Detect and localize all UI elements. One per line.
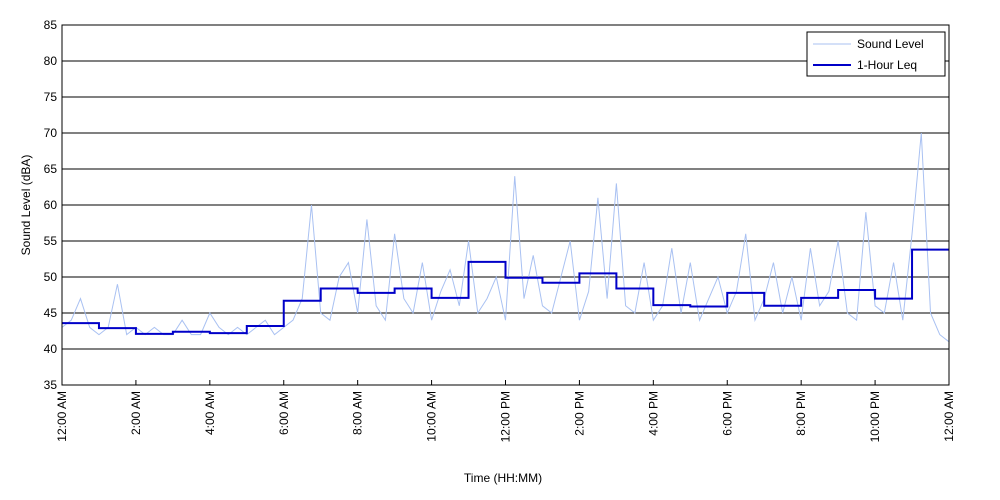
x-tick-label: 10:00 AM <box>425 391 439 442</box>
x-tick-label: 4:00 AM <box>203 391 217 435</box>
legend-box <box>806 31 946 77</box>
y-tick-label: 60 <box>44 198 58 212</box>
x-tick-label: 2:00 PM <box>572 391 586 436</box>
x-tick-label: 10:00 PM <box>868 391 882 442</box>
x-tick-label: 12:00 AM <box>942 391 956 442</box>
y-tick-label: 85 <box>44 18 58 32</box>
y-axis-label: Sound Level (dBA) <box>19 155 33 256</box>
y-tick-label: 80 <box>44 54 58 68</box>
y-tick-label: 65 <box>44 162 58 176</box>
x-tick-label: 2:00 AM <box>129 391 143 435</box>
x-tick-label: 4:00 PM <box>646 391 660 436</box>
plot-frame <box>61 24 950 386</box>
y-tick-label: 40 <box>44 342 58 356</box>
y-tick-label: 50 <box>44 270 58 284</box>
x-tick-label: 12:00 PM <box>499 391 513 442</box>
y-tick-label: 35 <box>44 378 58 392</box>
x-tick-label: 6:00 AM <box>277 391 291 435</box>
x-axis-label: Time (HH:MM) <box>464 471 542 485</box>
y-tick-label: 45 <box>44 306 58 320</box>
leq-step-line <box>62 248 949 335</box>
y-tick-label: 75 <box>44 90 58 104</box>
x-tick-label: 6:00 PM <box>720 391 734 436</box>
x-tick-label: 8:00 PM <box>794 391 808 436</box>
legend-label: 1-Hour Leq <box>857 58 917 72</box>
sound-level-line <box>61 132 950 343</box>
legend-label: Sound Level <box>857 37 924 51</box>
y-tick-label: 70 <box>44 126 58 140</box>
x-tick-label: 8:00 AM <box>351 391 365 435</box>
legend: Sound Level 1-Hour Leq <box>806 31 946 77</box>
x-tick-label: 12:00 AM <box>55 391 69 442</box>
y-tick-label: 55 <box>44 234 58 248</box>
